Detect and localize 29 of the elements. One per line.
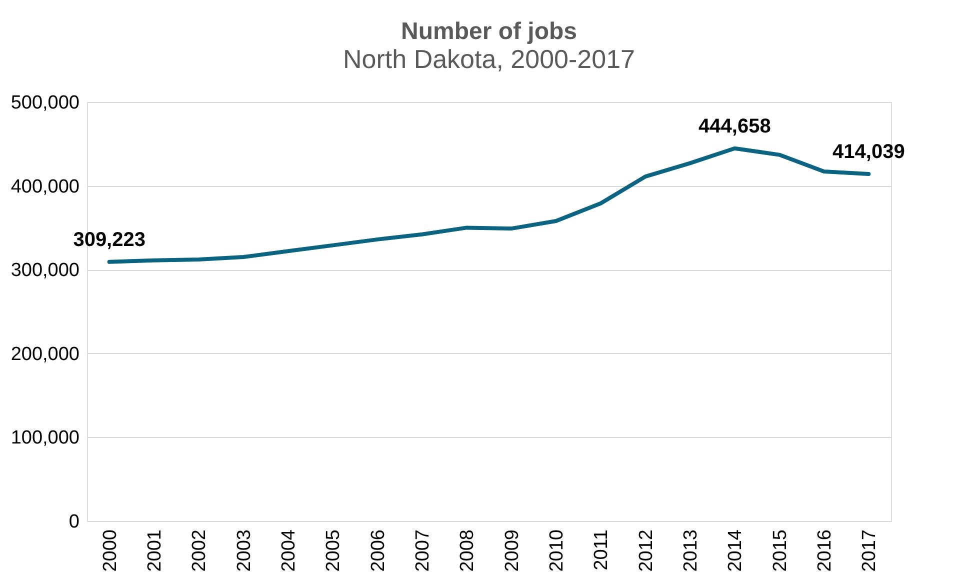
x-tick-label: 2004 [278, 529, 300, 572]
x-tick-label: 2003 [234, 530, 255, 572]
x-tick-label: 2012 [636, 530, 657, 572]
chart-subtitle: North Dakota, 2000-2017 [343, 44, 635, 74]
x-tick-label: 2011 [591, 530, 612, 570]
x-tick-label: 2014 [725, 529, 746, 572]
x-tick-label: 2013 [680, 530, 702, 572]
x-tick-label: 2000 [100, 530, 121, 572]
y-tick-label: 400,000 [10, 176, 80, 198]
y-tick-label: 100,000 [10, 428, 80, 449]
x-tick-label: 2001 [144, 530, 166, 572]
y-tick-label: 0 [68, 512, 80, 532]
y-tick-label: 200,000 [10, 344, 80, 365]
x-tick-label: 2015 [770, 530, 791, 572]
x-tick-label: 2016 [814, 530, 836, 572]
x-tick-label: 2010 [546, 530, 568, 572]
data-label: 414,039 [832, 141, 905, 164]
x-tick-label: 2005 [323, 530, 344, 572]
y-tick-label: 500,000 [10, 92, 80, 114]
y-tick-label: 300,000 [10, 260, 80, 282]
x-tick-label: 2008 [457, 530, 478, 572]
x-tick-label: 2006 [368, 530, 389, 572]
data-label: 444,658 [698, 115, 771, 138]
x-tick-label: 2017 [859, 530, 880, 572]
x-tick-label: 2009 [502, 530, 523, 572]
data-label: 309,223 [73, 228, 146, 251]
x-tick-label: 2002 [189, 530, 210, 572]
chart-title: Number of jobs [400, 18, 578, 45]
x-tick-label: 2007 [412, 530, 434, 572]
